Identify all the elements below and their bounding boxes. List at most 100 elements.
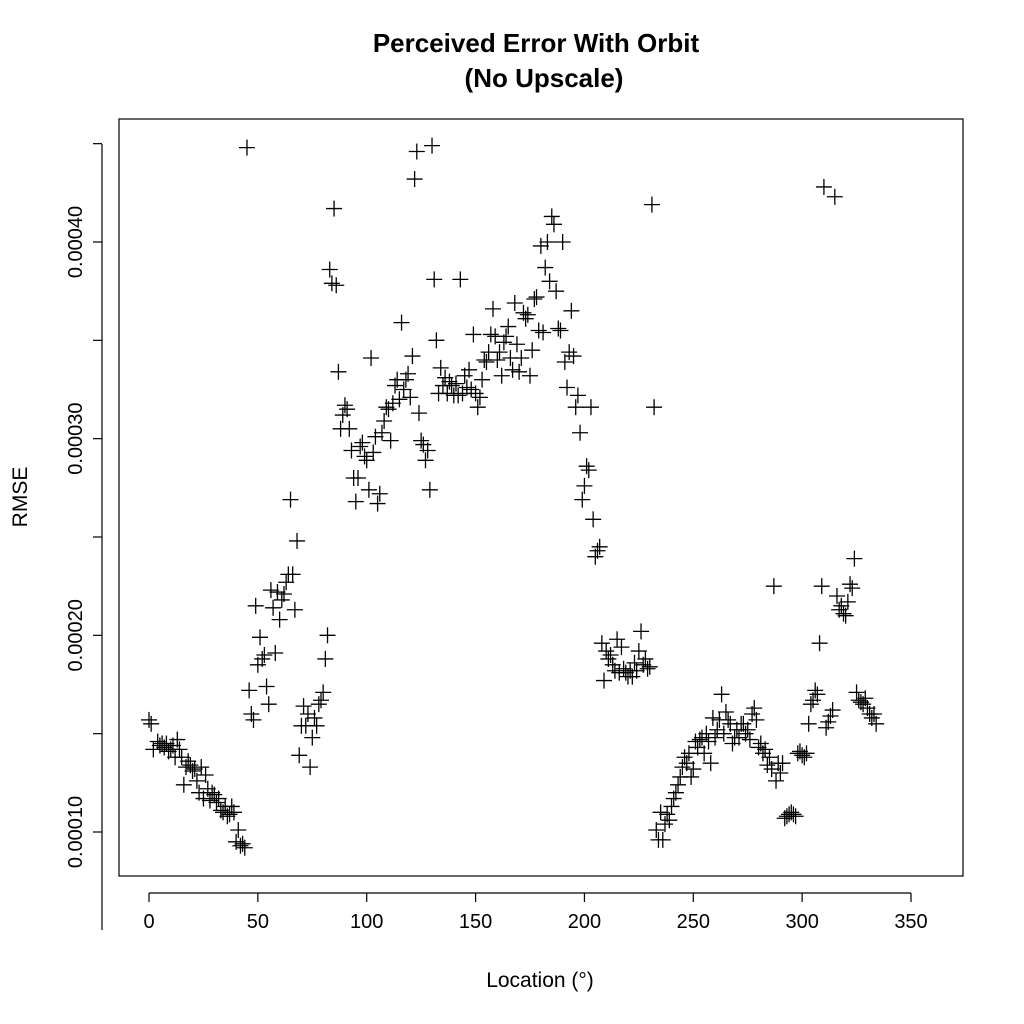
chart-title: Perceived Error With Orbit: [373, 28, 700, 58]
data-point: [365, 444, 382, 461]
data-point: [846, 550, 863, 567]
data-point: [565, 348, 582, 365]
data-point: [530, 322, 547, 339]
data-point: [578, 458, 595, 475]
data-point: [271, 611, 288, 628]
data-point: [757, 741, 774, 758]
data-point: [541, 273, 558, 290]
data-point: [282, 491, 299, 508]
x-tick-label: 250: [677, 911, 710, 933]
data-point: [707, 729, 724, 746]
data-point: [413, 432, 430, 449]
data-point: [511, 363, 528, 380]
data-point: [537, 259, 554, 276]
data-point: [474, 371, 491, 388]
data-point: [598, 643, 615, 660]
data-point: [630, 643, 647, 660]
data-point: [526, 291, 543, 308]
y-tick-label: 0.00020: [65, 599, 87, 671]
data-point: [424, 137, 441, 154]
data-point: [265, 599, 282, 616]
data-point: [517, 310, 534, 327]
data-point: [443, 377, 460, 394]
data-point: [319, 627, 336, 644]
y-axis-label: RMSE: [9, 467, 32, 528]
data-point: [759, 757, 776, 774]
data-point: [522, 367, 538, 384]
data-point: [419, 442, 436, 459]
data-point: [188, 772, 205, 789]
data-point: [774, 755, 791, 772]
data-point: [317, 650, 334, 667]
data-point: [402, 389, 419, 406]
data-point: [519, 306, 536, 323]
data-point: [720, 711, 737, 728]
data-point: [221, 806, 238, 823]
data-point: [269, 584, 286, 601]
data-point: [343, 442, 360, 459]
data-point: [241, 682, 258, 699]
data-point: [186, 761, 203, 778]
data-point: [868, 715, 885, 732]
data-point: [391, 391, 408, 408]
data-point: [378, 399, 395, 416]
data-point: [654, 831, 671, 848]
data-point: [576, 477, 593, 494]
data-point: [491, 344, 508, 361]
data-point: [482, 326, 499, 343]
data-point: [633, 623, 650, 640]
data-point: [532, 237, 549, 254]
data-point: [408, 143, 425, 160]
data-point: [837, 607, 854, 624]
data-point: [683, 768, 700, 785]
data-point: [506, 294, 523, 311]
data-point: [267, 645, 284, 662]
data-point: [469, 399, 486, 416]
data-point: [367, 428, 384, 445]
data-point: [739, 721, 756, 738]
data-point: [312, 692, 329, 709]
data-point: [850, 692, 867, 709]
data-point: [363, 350, 380, 367]
data-point: [826, 188, 843, 205]
data-point: [543, 208, 560, 225]
data-point: [554, 234, 571, 250]
data-point: [865, 706, 882, 722]
data-point: [574, 491, 591, 508]
x-tick-label: 100: [350, 911, 383, 933]
data-point: [369, 495, 386, 512]
data-point: [284, 566, 301, 583]
data-point: [156, 739, 173, 756]
data-point: [452, 271, 469, 288]
data-point: [450, 387, 467, 404]
data-point: [323, 275, 340, 292]
data-point: [350, 470, 367, 486]
data-point: [278, 574, 295, 591]
data-point: [639, 660, 656, 677]
data-point: [809, 686, 826, 703]
data-point: [663, 798, 680, 815]
data-point: [580, 462, 597, 479]
data-point: [299, 706, 316, 722]
data-point: [785, 806, 802, 823]
x-tick-label: 50: [247, 911, 269, 933]
y-tick-label: 0.00040: [65, 206, 87, 278]
data-point: [236, 839, 253, 856]
data-point: [467, 385, 484, 402]
data-point: [842, 576, 859, 593]
data-point: [646, 399, 663, 416]
data-point: [171, 741, 188, 758]
data-point: [328, 277, 345, 294]
data-point: [238, 139, 255, 156]
data-point: [839, 593, 856, 610]
y-axis: 0.00010 0.00020 0.00030 0.00040: [65, 143, 103, 930]
data-point: [615, 660, 632, 677]
data-point: [704, 709, 721, 726]
x-tick-label: 300: [785, 911, 818, 933]
data-point: [796, 749, 813, 766]
data-point: [606, 662, 623, 679]
data-point: [567, 399, 584, 416]
data-point: [347, 493, 364, 510]
data-point: [709, 721, 726, 738]
